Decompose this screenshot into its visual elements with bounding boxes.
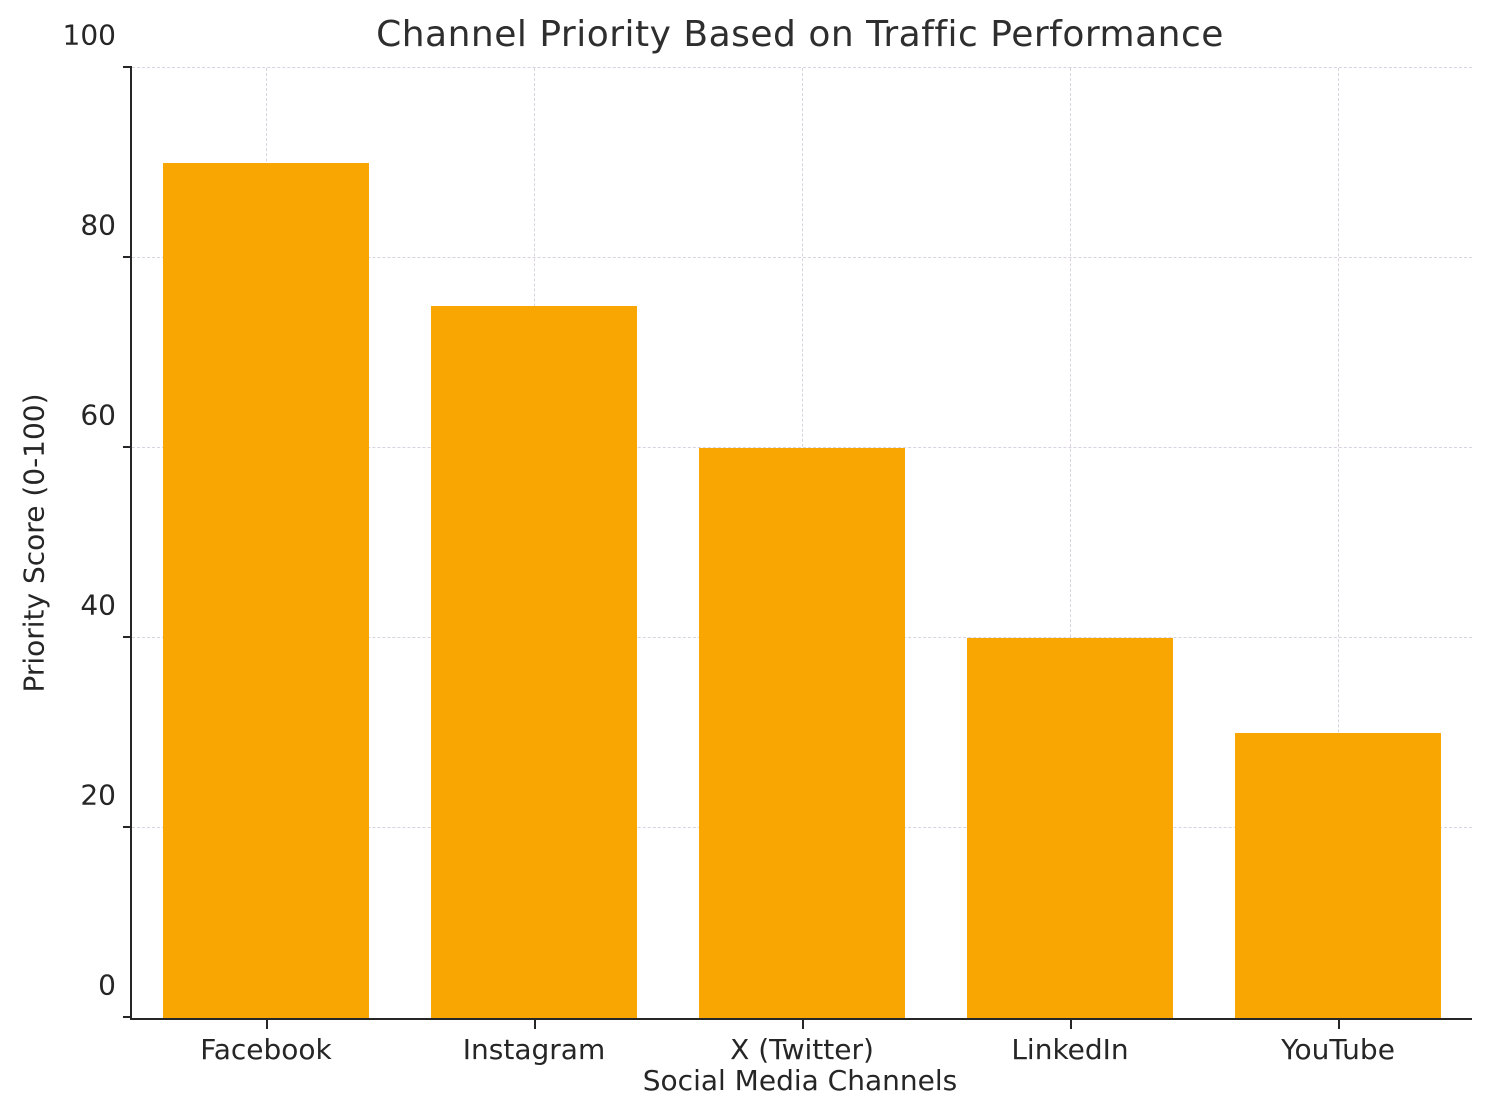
- x-tick-mark: [534, 1020, 536, 1029]
- y-tick-mark: [123, 66, 132, 68]
- chart-title: Channel Priority Based on Traffic Perfor…: [376, 14, 1224, 55]
- x-tick-label: LinkedIn: [1011, 1033, 1129, 1066]
- bar-facebook: [162, 163, 370, 1018]
- y-tick-label: 60: [80, 398, 116, 432]
- x-tick-label: YouTube: [1281, 1033, 1395, 1066]
- y-tick-label: 20: [80, 778, 116, 812]
- vertical-gridline: [1338, 68, 1339, 1018]
- y-tick-mark: [123, 446, 132, 448]
- bar-instagram: [430, 305, 638, 1018]
- y-tick-label: 80: [80, 208, 116, 242]
- x-tick-label: Facebook: [200, 1033, 332, 1066]
- bar-youtube: [1234, 733, 1442, 1018]
- bar-x-twitter: [698, 448, 906, 1018]
- vertical-gridline: [1070, 68, 1071, 1018]
- x-axis-label: Social Media Channels: [642, 1064, 958, 1097]
- y-tick-label: 40: [80, 588, 116, 622]
- x-tick-label: X (Twitter): [730, 1033, 874, 1066]
- y-tick-mark: [123, 826, 132, 828]
- bar-linkedin: [966, 638, 1174, 1018]
- y-tick-mark: [123, 636, 132, 638]
- plot-area: 0 20 40 60 80 100 Facebook Instagram X (Twitter)…: [63, 19, 1472, 1066]
- x-tick-mark: [802, 1020, 804, 1029]
- y-tick-label: 0: [98, 968, 116, 1002]
- x-tick-mark: [266, 1020, 268, 1029]
- x-tick-mark: [1338, 1020, 1340, 1029]
- x-tick-mark: [1070, 1020, 1072, 1029]
- horizontal-gridline: [132, 67, 1472, 68]
- y-axis-label: Priority Score (0-100): [17, 393, 51, 693]
- y-tick-mark: [123, 256, 132, 258]
- x-tick-label: Instagram: [462, 1033, 606, 1066]
- y-tick-label: 100: [62, 18, 116, 52]
- y-tick-mark: [123, 1016, 132, 1018]
